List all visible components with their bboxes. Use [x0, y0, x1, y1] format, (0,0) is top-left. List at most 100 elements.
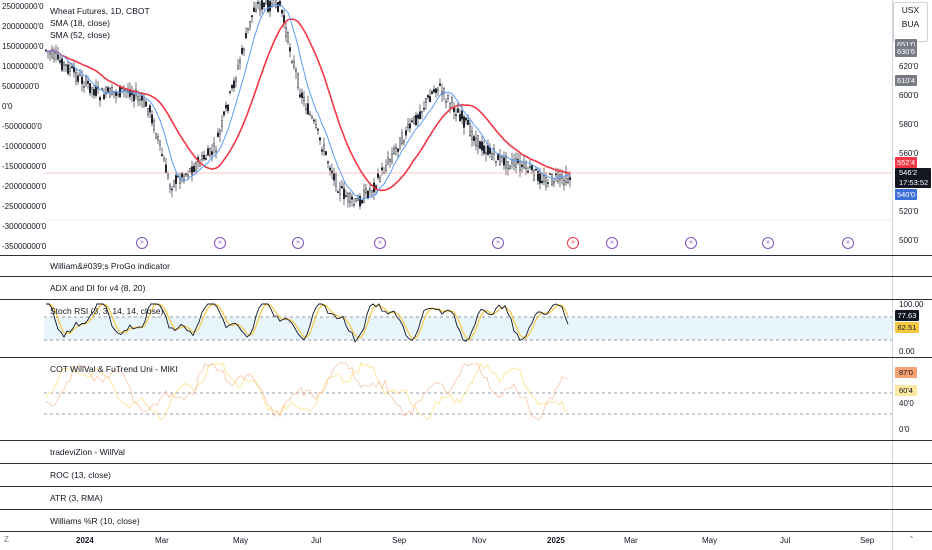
candle-body — [281, 9, 283, 14]
time-axis-label: Jul — [780, 536, 791, 545]
candle-body — [325, 151, 327, 155]
left-axis-label: -5000000'0 — [2, 122, 42, 131]
event-icon[interactable]: » — [214, 237, 226, 249]
candle-body — [419, 111, 421, 119]
candle-body — [163, 158, 165, 162]
candle-body — [333, 173, 335, 181]
event-icon[interactable]: » — [292, 237, 304, 249]
left-axis-label: -25000000'0 — [2, 202, 47, 211]
left-axis-label: -30000000'0 — [2, 222, 47, 231]
cot-b-badge: 60'4 — [895, 385, 917, 396]
stoch-rsi-title[interactable]: Stoch RSI (3, 3, 14, 14, close) — [50, 306, 164, 316]
candle-body — [145, 101, 147, 107]
tradevizion-title[interactable]: tradeviZion - WillVal — [50, 447, 125, 457]
candle-body — [83, 86, 85, 88]
candle-body — [283, 15, 285, 24]
candle-body — [315, 124, 317, 128]
atr-title[interactable]: ATR (3, RMA) — [50, 493, 103, 503]
candle-body — [61, 58, 63, 71]
roc-title[interactable]: ROC (13, close) — [50, 470, 111, 480]
event-icon[interactable]: » — [685, 237, 697, 249]
candle-body — [255, 8, 257, 12]
williams-progo-title[interactable]: William&#039;s ProGo indicator — [50, 261, 170, 271]
candle-body — [313, 119, 315, 122]
event-icon[interactable]: » — [567, 237, 579, 249]
candle-body — [335, 172, 337, 187]
candle-body — [117, 93, 119, 96]
currency-usx: USX — [901, 5, 920, 15]
candle-body — [209, 148, 211, 156]
candle-body — [321, 149, 323, 152]
cot-title[interactable]: COT WillVal & FuTrend Uni - MIKI — [50, 364, 178, 374]
sma-18-legend: SMA (18, close) — [50, 18, 110, 28]
candle-body — [505, 155, 507, 169]
candle-body — [107, 87, 109, 92]
time-axis-label: 2024 — [76, 536, 94, 545]
event-icon[interactable]: » — [842, 237, 854, 249]
candle-body — [89, 83, 91, 94]
time-axis-label: 2025 — [547, 536, 565, 545]
candle-body — [171, 188, 173, 191]
stoch-rsi-chart[interactable] — [0, 300, 892, 357]
candle-body — [421, 111, 423, 113]
candle-body — [67, 64, 69, 74]
time-axis-label: Jul — [311, 536, 322, 545]
candle-body — [415, 115, 417, 126]
candle-body — [543, 175, 545, 182]
candle-body — [203, 154, 205, 160]
candle-body — [345, 195, 347, 197]
event-icon[interactable]: » — [762, 237, 774, 249]
candle-body — [551, 174, 553, 185]
time-axis-settings-icon[interactable]: Z — [4, 535, 9, 544]
candle-body — [519, 160, 521, 171]
candle-body — [149, 105, 151, 113]
cot-axis-0: 0'0 — [899, 425, 910, 434]
candle-body — [477, 135, 479, 148]
event-icon[interactable]: » — [136, 237, 148, 249]
candle-body — [157, 136, 159, 140]
currency-unit-selector[interactable]: USX BUA — [893, 2, 928, 42]
candle-body — [351, 196, 353, 200]
candle-body — [77, 75, 79, 82]
candle-body — [443, 87, 445, 94]
time-axis-label: Sep — [860, 536, 875, 545]
candle-body — [371, 190, 373, 193]
candle-body — [387, 157, 389, 164]
candle-body — [155, 133, 157, 139]
candle-body — [483, 145, 485, 154]
candle-body — [411, 120, 413, 122]
williams-r-title[interactable]: Williams %R (10, close) — [50, 516, 140, 526]
candle-body — [207, 148, 209, 156]
candle-body — [553, 181, 555, 184]
candle-body — [357, 198, 359, 201]
stoch-axis-0: 0.00 — [899, 347, 915, 356]
event-icon[interactable]: » — [492, 237, 504, 249]
candle-body — [423, 107, 425, 110]
candle-body — [515, 158, 517, 168]
candle-body — [291, 61, 293, 63]
candle-body — [381, 167, 383, 171]
candle-body — [471, 130, 473, 140]
event-icon[interactable]: » — [374, 237, 386, 249]
right-axis-label: 600'0 — [899, 91, 919, 100]
cot-chart[interactable] — [0, 358, 892, 440]
candle-body — [307, 103, 309, 115]
candle-body — [511, 159, 513, 164]
adx-di-title[interactable]: ADX and DI for v4 (8, 20) — [50, 283, 146, 293]
candle-body — [167, 174, 169, 179]
candle-body — [201, 155, 203, 161]
price-chart[interactable] — [0, 0, 892, 255]
left-axis-label: -15000000'0 — [2, 162, 47, 171]
event-icon[interactable]: » — [606, 237, 618, 249]
sma-badge-a: 651'0 — [895, 39, 917, 50]
candle-body — [535, 169, 537, 171]
candle-body — [251, 15, 253, 18]
scroll-right-icon[interactable]: ⌃ — [908, 535, 915, 544]
candle-body — [229, 91, 231, 93]
candle-body — [111, 87, 113, 95]
sma18-badge: 540'0 — [895, 189, 917, 200]
stoch-k-line — [46, 303, 569, 343]
candle-body — [181, 172, 183, 178]
candle-body — [249, 21, 251, 28]
candle-body — [501, 156, 503, 158]
